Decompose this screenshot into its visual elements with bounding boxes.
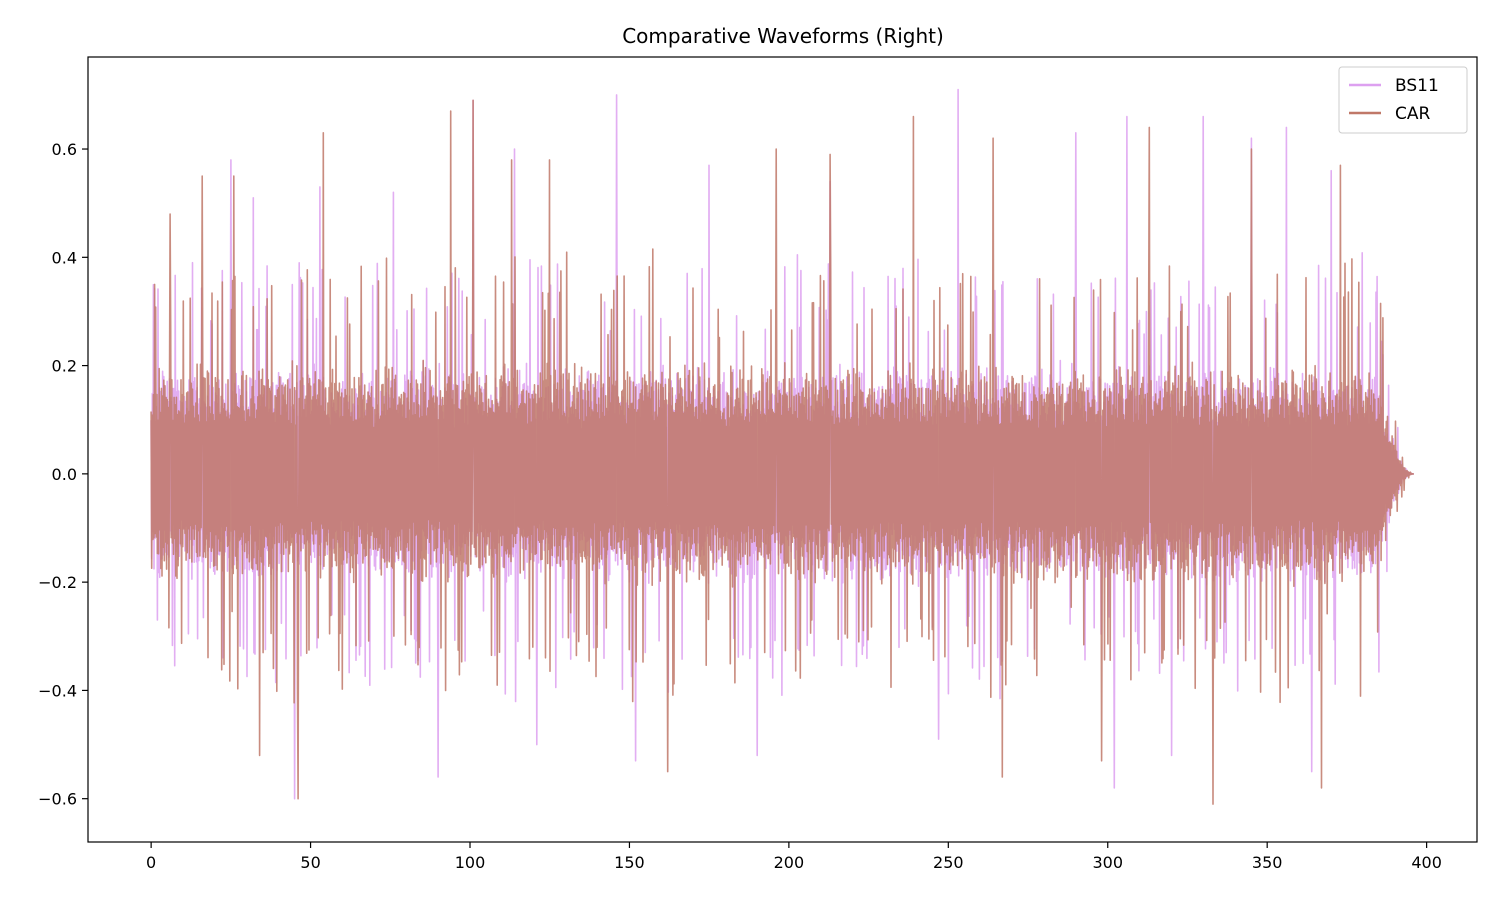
x-tick-label: 50 <box>300 853 320 872</box>
y-tick-label: 0.0 <box>52 465 77 484</box>
x-tick-label: 350 <box>1252 853 1283 872</box>
y-tick-label: −0.2 <box>38 573 77 592</box>
y-tick-label: 0.6 <box>52 140 77 159</box>
legend-label-car: CAR <box>1395 104 1430 124</box>
x-tick-label: 200 <box>774 853 805 872</box>
x-tick-label: 150 <box>614 853 645 872</box>
plot-area <box>150 88 1415 805</box>
chart-title: Comparative Waveforms (Right) <box>622 24 944 48</box>
x-tick-label: 400 <box>1411 853 1442 872</box>
axes-frame <box>87 56 1478 843</box>
series-line-car <box>150 99 1415 805</box>
y-tick-label: 0.4 <box>52 248 77 267</box>
legend-box <box>1338 66 1468 134</box>
y-tick-label: 0.2 <box>52 357 77 376</box>
y-tick-label: −0.4 <box>38 681 77 700</box>
x-tick-label: 0 <box>146 853 156 872</box>
legend: BS11 CAR <box>1338 66 1468 134</box>
legend-label-bs11: BS11 <box>1395 76 1439 96</box>
x-tick-label: 100 <box>455 853 486 872</box>
x-tick-label: 300 <box>1092 853 1123 872</box>
y-tick-label: −0.6 <box>38 790 77 809</box>
axes: 0 50 100 150 200 250 300 350 400 −0.6 −0.4 −0.2 0.0 0… <box>38 56 1478 872</box>
x-tick-label: 250 <box>933 853 964 872</box>
